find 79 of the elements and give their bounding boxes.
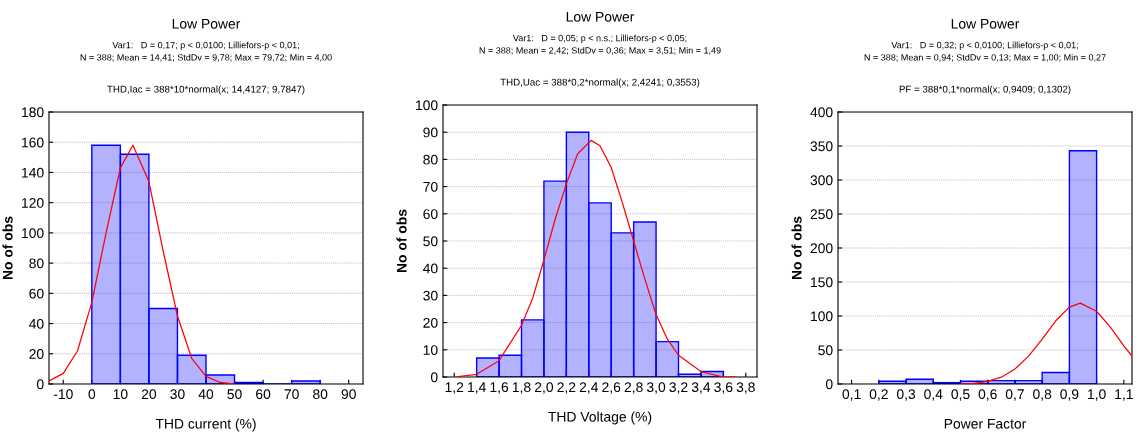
x-tick-label: 2,0: [534, 382, 554, 394]
x-tick-label: 0,4: [924, 389, 943, 401]
chart-title: Low Power: [951, 19, 1020, 29]
x-tick-label: 0,1: [842, 389, 861, 401]
y-tick-label: 200: [810, 243, 833, 254]
y-tick-label: 100: [22, 228, 44, 239]
x-tick-label: 0,3: [896, 389, 916, 401]
y-tick-label: 140: [22, 167, 44, 178]
y-tick-label: 150: [811, 277, 833, 288]
y-tick-label: 20: [423, 317, 438, 328]
x-tick-label: 3,8: [736, 382, 755, 394]
y-axis-title: No of obs: [2, 216, 13, 280]
x-tick-label: 2,6: [602, 382, 621, 394]
x-tick-label: -10: [53, 389, 73, 400]
chart-subtitle: Var1: D = 0,05; p < n.s.; Lilliefors-p < 0,05; N = 388; Mean = 2,42; StdDv = 0,36; Max = 3,51; Min = 1,49: [479, 34, 721, 55]
x-tick-label: 90: [341, 389, 356, 400]
y-tick-label: 250: [810, 209, 833, 220]
y-tick-label: 80: [29, 258, 44, 269]
x-tick-label: 0,2: [869, 389, 888, 401]
y-tick-label: 70: [423, 181, 438, 192]
x-tick-label: 1,4: [468, 382, 486, 394]
x-tick-label: 3,0: [646, 382, 666, 394]
y-tick-label: 300: [810, 175, 833, 186]
x-axis-title: THD current (%): [155, 418, 256, 432]
y-tick-label: 60: [29, 288, 44, 299]
chart-subtitle: Var1: D = 0,32; p < 0,0100; Lilliefors-p < 0,01; N = 388; Mean = 0,94; StdDv = 0,13; Max = 1,00; Min = 0,27: [864, 41, 1106, 62]
x-tick-label: 0,7: [1005, 389, 1024, 401]
x-tick-label: 0,9: [1060, 389, 1079, 401]
x-tick-label: 70: [284, 389, 299, 400]
y-tick-label: 180: [22, 107, 44, 118]
x-tick-label: 40: [198, 389, 214, 400]
x-tick-label: 1,0: [1088, 389, 1106, 401]
y-tick-label: 60: [423, 209, 438, 219]
x-tick-label: 3,2: [669, 382, 688, 394]
x-tick-label: 1,2: [445, 382, 464, 394]
x-tick-label: 60: [256, 389, 271, 400]
text: PF = 388*0,1*normal(x; 0,9409; 0,1302): [899, 85, 1071, 95]
y-tick-label: 160: [22, 137, 44, 148]
y-tick-label: 30: [423, 290, 438, 301]
y-tick-label: 90: [423, 127, 438, 138]
chart-title: Low Power: [566, 12, 635, 22]
x-axis-title: Power Factor: [944, 418, 1027, 429]
chart-subtitle: Var1: D = 0,17; p < 0,0100; Lilliefors-p < 0,01; N = 388; Mean = 14,41; StdDv = 9,78; Max = 79,72; Min = 4,00: [80, 41, 332, 62]
y-tick-label: 100: [416, 100, 438, 111]
x-tick-label: 0,5: [951, 389, 970, 401]
chart-title: Low Power: [172, 19, 241, 29]
x-tick-label: 2,4: [579, 382, 599, 394]
x-tick-label: 2,2: [557, 382, 576, 394]
x-tick-label: 2,8: [624, 382, 643, 394]
y-tick-label: 20: [29, 349, 44, 359]
y-tick-label: 100: [811, 311, 833, 322]
x-axis-title: THD Voltage (%): [548, 411, 652, 425]
x-tick-label: 10: [113, 389, 128, 400]
y-tick-label: 350: [810, 141, 833, 152]
x-tick-label: 50: [227, 389, 242, 400]
x-tick-label: 0,8: [1033, 389, 1052, 401]
y-tick-label: 10: [423, 345, 438, 355]
x-tick-label: 30: [170, 389, 185, 400]
x-tick-label: 0: [88, 389, 96, 400]
y-tick-label: 120: [22, 198, 44, 208]
x-tick-label: 80: [313, 389, 328, 400]
y-tick-label: 400: [810, 107, 833, 118]
x-tick-label: 0,6: [978, 389, 997, 401]
y-tick-label: 80: [423, 154, 438, 165]
y-axis-title: No of obs: [791, 216, 802, 280]
text: THD,Uac = 388*0,2*normal(x; 2,4241; 0,3553): [500, 78, 700, 88]
text: THD,Iac = 388*10*normal(x; 14,4127; 9,7847): [107, 85, 305, 95]
x-tick-label: 1,6: [490, 382, 509, 394]
y-tick-label: 0: [430, 372, 438, 383]
x-tick-label: 3,6: [714, 382, 733, 394]
y-tick-label: 40: [29, 318, 44, 329]
y-tick-label: 50: [423, 236, 438, 247]
y-axis-title: No of obs: [396, 209, 407, 273]
x-tick-label: 20: [141, 389, 157, 400]
x-tick-label: 1,1: [1115, 389, 1133, 401]
x-tick-label: 1,8: [512, 382, 531, 394]
y-tick-label: 50: [818, 345, 833, 356]
x-tick-label: 3,4: [691, 382, 711, 394]
y-tick-label: 40: [423, 263, 438, 274]
